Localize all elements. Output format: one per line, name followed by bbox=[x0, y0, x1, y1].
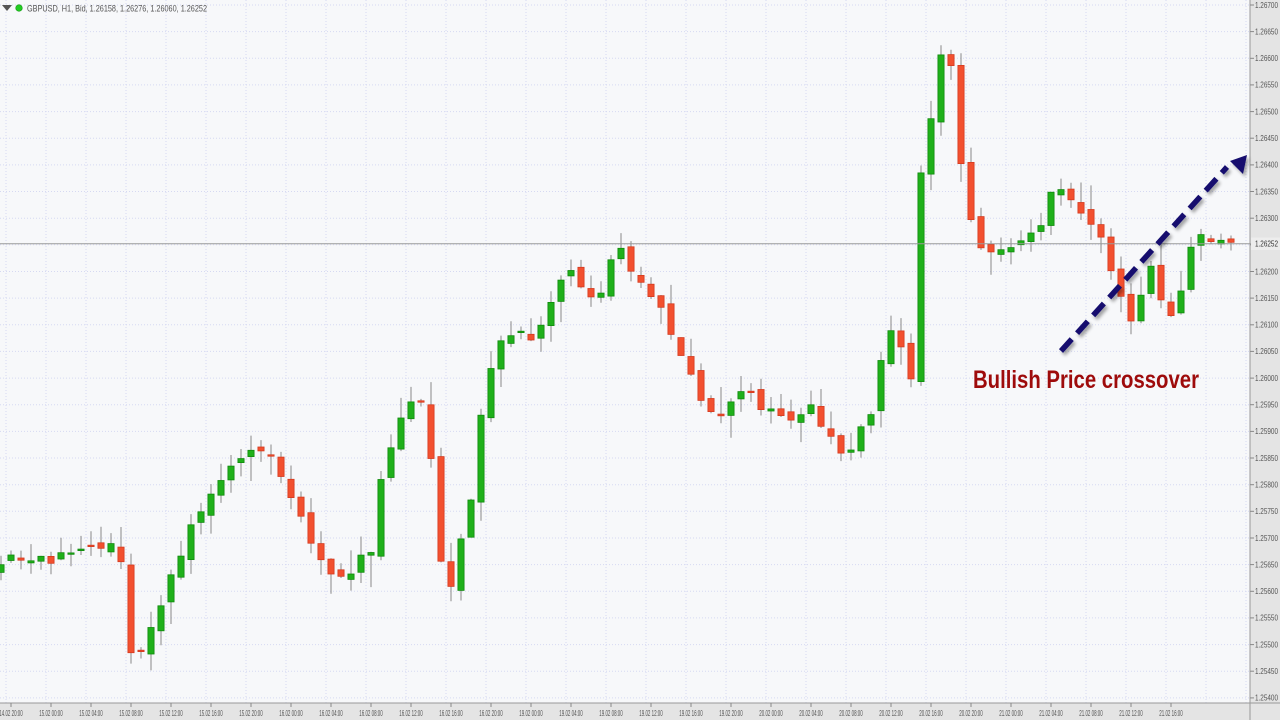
svg-text:1.26600: 1.26600 bbox=[1255, 53, 1278, 63]
svg-text:1.26700: 1.26700 bbox=[1255, 0, 1278, 10]
svg-text:16.02 00:00: 16.02 00:00 bbox=[279, 709, 303, 718]
svg-text:1.25800: 1.25800 bbox=[1255, 480, 1278, 490]
svg-text:14.02 20:00: 14.02 20:00 bbox=[0, 709, 23, 718]
svg-text:1.25700: 1.25700 bbox=[1255, 533, 1278, 543]
svg-text:20.02 16:00: 20.02 16:00 bbox=[919, 709, 943, 718]
svg-text:20.02 04:00: 20.02 04:00 bbox=[799, 709, 823, 718]
svg-text:16.02 16:00: 16.02 16:00 bbox=[439, 709, 463, 718]
svg-text:20.02 20:00: 20.02 20:00 bbox=[959, 709, 983, 718]
svg-text:19.02 00:00: 19.02 00:00 bbox=[519, 709, 543, 718]
svg-text:GBPUSD, H1, Bid, 1.26158, 1.26: GBPUSD, H1, Bid, 1.26158, 1.26276, 1.260… bbox=[27, 3, 207, 13]
svg-text:19.02 20:00: 19.02 20:00 bbox=[719, 709, 743, 718]
svg-text:20.02 12:00: 20.02 12:00 bbox=[879, 709, 903, 718]
svg-text:21.02 16:00: 21.02 16:00 bbox=[1159, 709, 1183, 718]
svg-text:1.26150: 1.26150 bbox=[1255, 293, 1278, 303]
svg-text:1.25750: 1.25750 bbox=[1255, 506, 1278, 516]
svg-text:19.02 04:00: 19.02 04:00 bbox=[559, 709, 583, 718]
svg-text:1.26400: 1.26400 bbox=[1255, 160, 1278, 170]
svg-text:Bullish Price crossover: Bullish Price crossover bbox=[973, 366, 1199, 394]
svg-text:1.26500: 1.26500 bbox=[1255, 106, 1278, 116]
svg-text:16.02 04:00: 16.02 04:00 bbox=[319, 709, 343, 718]
svg-text:1.25850: 1.25850 bbox=[1255, 453, 1278, 463]
svg-text:21.02 12:00: 21.02 12:00 bbox=[1119, 709, 1143, 718]
svg-text:1.26100: 1.26100 bbox=[1255, 320, 1278, 330]
svg-text:21.02 08:00: 21.02 08:00 bbox=[1079, 709, 1103, 718]
svg-text:19.02 16:00: 19.02 16:00 bbox=[679, 709, 703, 718]
svg-text:1.25600: 1.25600 bbox=[1255, 586, 1278, 596]
svg-text:1.26000: 1.26000 bbox=[1255, 373, 1278, 383]
svg-text:1.25400: 1.25400 bbox=[1255, 693, 1278, 703]
svg-text:1.25500: 1.25500 bbox=[1255, 639, 1278, 649]
svg-text:1.26050: 1.26050 bbox=[1255, 346, 1278, 356]
svg-text:1.26450: 1.26450 bbox=[1255, 133, 1278, 143]
svg-text:21.02 00:00: 21.02 00:00 bbox=[999, 709, 1023, 718]
svg-text:1.25550: 1.25550 bbox=[1255, 613, 1278, 623]
svg-text:16.02 08:00: 16.02 08:00 bbox=[359, 709, 383, 718]
svg-text:20.02 08:00: 20.02 08:00 bbox=[839, 709, 863, 718]
svg-text:20.02 00:00: 20.02 00:00 bbox=[759, 709, 783, 718]
svg-text:16.02 20:00: 16.02 20:00 bbox=[479, 709, 503, 718]
svg-text:1.26550: 1.26550 bbox=[1255, 80, 1278, 90]
svg-text:19.02 08:00: 19.02 08:00 bbox=[599, 709, 623, 718]
svg-text:16.02 12:00: 16.02 12:00 bbox=[399, 709, 423, 718]
svg-text:21.02 04:00: 21.02 04:00 bbox=[1039, 709, 1063, 718]
svg-text:1.25650: 1.25650 bbox=[1255, 559, 1278, 569]
svg-text:1.26300: 1.26300 bbox=[1255, 213, 1278, 223]
svg-text:1.25450: 1.25450 bbox=[1255, 666, 1278, 676]
svg-text:19.02 12:00: 19.02 12:00 bbox=[639, 709, 663, 718]
svg-text:15.02 20:00: 15.02 20:00 bbox=[239, 709, 263, 718]
svg-text:15.02 04:00: 15.02 04:00 bbox=[79, 709, 103, 718]
svg-text:15.02 00:00: 15.02 00:00 bbox=[39, 709, 63, 718]
svg-text:15.02 08:00: 15.02 08:00 bbox=[119, 709, 143, 718]
svg-text:1.25950: 1.25950 bbox=[1255, 400, 1278, 410]
svg-text:1.26350: 1.26350 bbox=[1255, 186, 1278, 196]
svg-text:1.25900: 1.25900 bbox=[1255, 426, 1278, 436]
svg-text:1.26650: 1.26650 bbox=[1255, 26, 1278, 36]
svg-text:1.26200: 1.26200 bbox=[1255, 266, 1278, 276]
svg-text:15.02 16:00: 15.02 16:00 bbox=[199, 709, 223, 718]
svg-text:1.26252: 1.26252 bbox=[1255, 239, 1278, 249]
svg-text:15.02 12:00: 15.02 12:00 bbox=[159, 709, 183, 718]
